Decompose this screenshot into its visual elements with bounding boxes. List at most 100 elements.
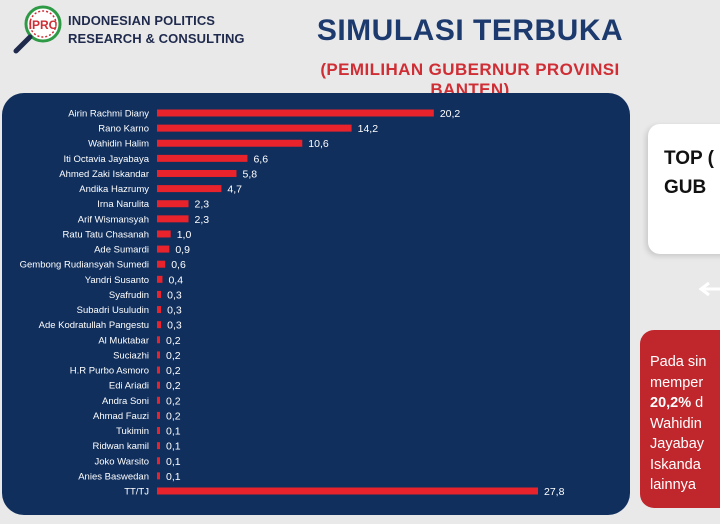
category-label-andra-soni: Andra Soni [102,396,149,407]
bar-ade-kodratullah-pangestu [157,321,162,329]
summary-line-5: Jayabay [650,436,705,452]
summary-line-2: memper [650,374,704,391]
category-label-tt-tj: TT/TJ [124,487,149,498]
category-label-arif-wismansyah: Arif Wismansyah [78,214,149,225]
summary-line-3: d [691,395,704,411]
value-label-ahmad-fauzi: 0,2 [166,410,181,422]
top-callout-card: TOP ( GUB [648,124,720,254]
top-callout-text: TOP ( GUB [664,148,714,198]
value-label-iti-octavia-jayabaya: 6,6 [253,153,268,165]
bar-gembong-rudiansyah-sumedi [157,260,166,268]
summary-callout-text: Pada sin memper 20,2% d Wahidin Jayabay … [650,352,706,496]
value-label-airin-rachmi-diany: 20,2 [440,108,461,120]
bar-airin-rachmi-diany [157,109,434,117]
category-label-gembong-rudiansyah-sumedi: Gembong Rudiansyah Sumedi [20,260,149,271]
bar-tt-tj [157,487,538,495]
value-label-rano-karno: 14,2 [358,123,379,135]
bar-suciazhi [157,351,160,359]
bar-andika-hazrumy [157,185,222,193]
value-label-syafrudin: 0,3 [167,289,182,301]
bar-joko-warsito [157,457,160,465]
category-label-joko-warsito: Joko Warsito [94,456,149,467]
value-label-ridwan-kamil: 0,1 [166,441,181,453]
bar-ahmed-zaki-iskandar [157,169,237,177]
bar-ridwan-kamil [157,442,160,450]
bar-ratu-tatu-chasanah [157,230,171,238]
bar-chart: Airin Rachmi Diany 20,2 Rano Karno 14,2 Wahi… [20,108,565,498]
bar-tukimin [157,427,160,435]
summary-line-4: Wahidin [650,415,702,432]
summary-line-7: lainnya [650,477,696,493]
bar-subadri-usuludin [157,306,162,314]
category-label-ahmad-fauzi: Ahmad Fauzi [93,411,149,422]
bar-h-r-purbo-asmoro [157,366,160,374]
bar-wahidin-halim [157,139,303,147]
value-label-wahidin-halim: 10,6 [308,138,329,150]
value-label-suciazhi: 0,2 [166,350,181,362]
value-label-h-r-purbo-asmoro: 0,2 [166,365,181,377]
category-label-syafrudin: Syafrudin [109,290,149,301]
bar-anies-baswedan [157,472,160,480]
category-label-irna-narulita: Irna Narulita [97,199,149,210]
category-label-ridwan-kamil: Ridwan kamil [93,441,150,452]
value-label-gembong-rudiansyah-sumedi: 0,6 [171,259,186,271]
value-label-ratu-tatu-chasanah: 1,0 [177,229,192,241]
category-label-ahmed-zaki-iskandar: Ahmed Zaki Iskandar [59,169,149,180]
value-label-ade-kodratullah-pangestu: 0,3 [167,320,182,332]
logo-line-1: INDONESIAN POLITICS [68,13,216,28]
ipsc-logo: IPRC INDONESIAN POLITICS RESEARCH & CONS… [10,4,260,56]
category-label-anies-baswedan: Anies Baswedan [78,471,149,482]
bar-ade-sumardi [157,245,170,253]
summary-highlight-value: 20,2% [650,395,692,411]
summary-line-1: Pada sin [650,354,707,370]
bar-rano-karno [157,124,352,132]
category-label-rano-karno: Rano Karno [98,124,149,135]
value-label-ahmed-zaki-iskandar: 5,8 [242,168,257,180]
value-label-tukimin: 0,1 [166,426,181,438]
value-label-joko-warsito: 0,1 [166,456,181,468]
bar-irna-narulita [157,200,189,208]
bar-yandri-susanto [157,275,163,283]
category-label-h-r-purbo-asmoro: H.R Purbo Asmoro [70,366,149,377]
summary-line-6: Iskanda [650,456,701,473]
value-label-al-muktabar: 0,2 [166,335,181,347]
value-label-ade-sumardi: 0,9 [175,244,190,256]
bar-syafrudin [157,290,162,298]
category-label-al-muktabar: Al Muktabar [98,335,149,346]
bar-arif-wismansyah [157,215,189,223]
value-label-andika-hazrumy: 4,7 [227,184,242,196]
logo-text: INDONESIAN POLITICS RESEARCH & CONSULTIN… [68,12,245,48]
bar-edi-ariadi [157,381,160,389]
value-label-tt-tj: 27,8 [544,486,565,498]
category-label-wahidin-halim: Wahidin Halim [88,139,149,150]
bar-andra-soni [157,396,160,404]
value-label-andra-soni: 0,2 [166,395,181,407]
category-label-yandri-susanto: Yandri Susanto [85,275,149,286]
category-label-ratu-tatu-chasanah: Ratu Tatu Chasanah [63,229,149,240]
value-label-arif-wismansyah: 2,3 [195,214,210,226]
value-label-irna-narulita: 2,3 [195,199,210,211]
logo-badge-text: IPRC [29,18,58,32]
bar-ahmad-fauzi [157,411,160,419]
category-label-tukimin: Tukimin [116,426,149,437]
magnifier-logo-icon: IPRC [13,5,62,54]
summary-callout-card: Pada sin memper 20,2% d Wahidin Jayabay … [640,330,720,508]
chart-panel: Airin Rachmi Diany 20,2 Rano Karno 14,2 Wahi… [2,93,630,515]
value-label-edi-ariadi: 0,2 [166,380,181,392]
bar-iti-octavia-jayabaya [157,154,248,162]
logo-line-2: RESEARCH & CONSULTING [68,31,245,46]
value-label-yandri-susanto: 0,4 [168,274,183,286]
bar-al-muktabar [157,336,160,344]
page-title: SIMULASI TERBUKA [316,14,624,47]
value-label-anies-baswedan: 0,1 [166,471,181,483]
category-label-subadri-usuludin: Subadri Usuludin [77,305,149,316]
category-label-suciazhi: Suciazhi [113,350,149,361]
category-label-ade-sumardi: Ade Sumardi [94,245,149,256]
category-label-edi-ariadi: Edi Ariadi [109,381,149,392]
category-label-andika-hazrumy: Andika Hazrumy [79,184,149,195]
category-label-airin-rachmi-diany: Airin Rachmi Diany [68,109,149,120]
category-label-ade-kodratullah-pangestu: Ade Kodratullah Pangestu [39,320,149,331]
category-label-iti-octavia-jayabaya: Iti Octavia Jayabaya [63,154,149,165]
value-label-subadri-usuludin: 0,3 [167,305,182,317]
arrow-icon [698,281,720,297]
